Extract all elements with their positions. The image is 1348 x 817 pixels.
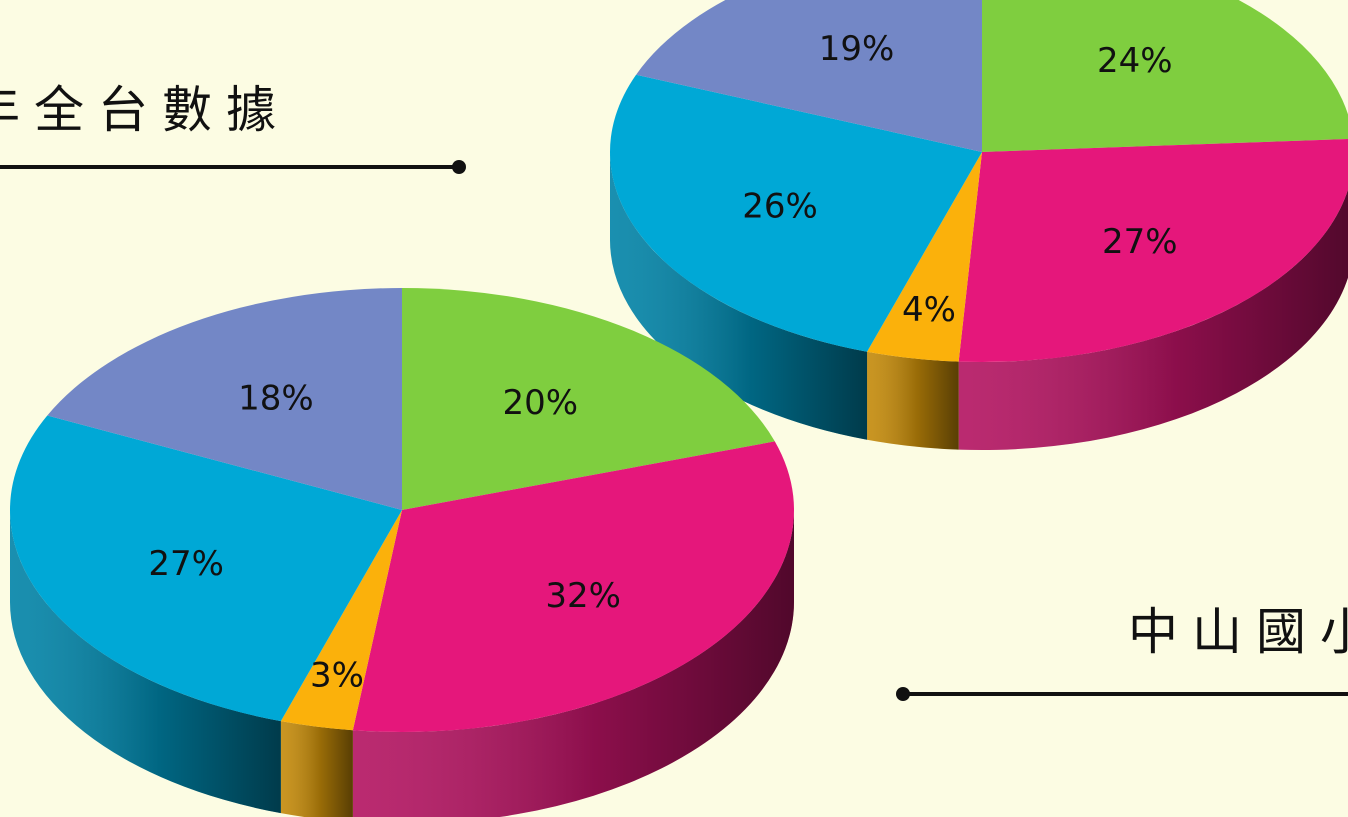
pie-0-slice-cyan — [610, 74, 982, 352]
pie-1-side — [10, 510, 794, 817]
pie-0-side-shade-cyan — [610, 152, 868, 440]
caption-bottom-right: 中山國小 — [1128, 603, 1348, 661]
caption-dot-top-left — [452, 160, 466, 174]
pie-1-label-yellow: 3% — [310, 656, 364, 696]
pie-0-label-cyan: 26% — [742, 187, 818, 227]
pie-0-slice-lavender — [636, 0, 982, 152]
pie-1-slice-cyan — [9, 415, 403, 722]
pie-0-side-shade-magenta — [958, 189, 1348, 450]
pie-1-side-shade-yellow — [280, 721, 353, 817]
pie-0-label-lavender: 19% — [819, 29, 895, 69]
pie-1-slice-lavender — [47, 288, 402, 510]
pie-1-label-green: 20% — [502, 383, 578, 423]
pie-0-slice-magenta — [958, 139, 1348, 362]
pie-0-slice-green — [982, 0, 1348, 152]
pie-1-side-shade-magenta — [352, 510, 794, 817]
pie-1-slice-yellow — [280, 510, 402, 731]
pie-chart-top-right: 24% 27% 4% 26% 19% — [610, 0, 1348, 450]
pie-1-slice-green — [402, 288, 775, 510]
caption-top-left: 年全台數據 — [0, 81, 290, 139]
pie-0-label-green: 24% — [1097, 41, 1173, 81]
pie-1-label-magenta: 32% — [545, 576, 621, 616]
caption-dot-bottom-right — [896, 687, 910, 701]
caption-rule-bottom-right — [902, 692, 1348, 696]
pie-chart-bottom-left: 20% 32% 3% 27% 18% — [9, 288, 794, 817]
pie-1-side-shade-cyan — [10, 510, 281, 814]
pie-0-side-shade-yellow — [867, 351, 959, 450]
caption-rule-top-left — [0, 165, 456, 169]
pie-0-label-magenta: 27% — [1102, 222, 1178, 262]
pie-0-label-yellow: 4% — [902, 290, 956, 330]
pie-1-label-lavender: 18% — [238, 379, 314, 419]
pie-0-slice-yellow — [867, 152, 982, 362]
pie-1-label-cyan: 27% — [148, 544, 224, 584]
pie-1-slice-magenta — [352, 441, 794, 732]
pie-0-side — [610, 152, 1348, 450]
